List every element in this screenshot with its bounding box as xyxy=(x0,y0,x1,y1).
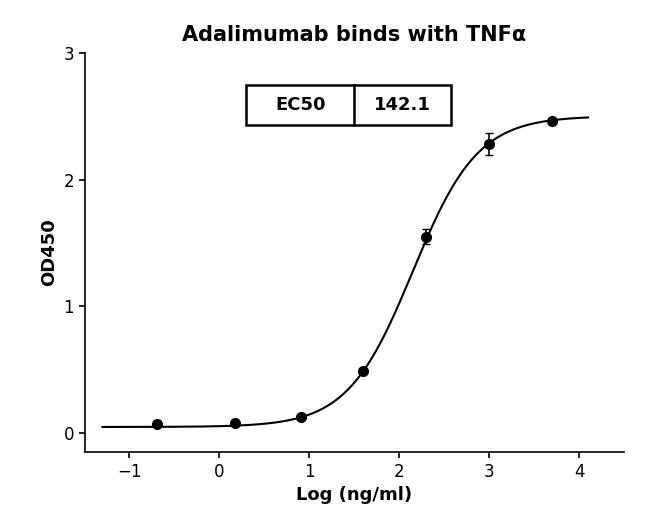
Title: Adalimumab binds with TNFα: Adalimumab binds with TNFα xyxy=(182,25,526,45)
X-axis label: Log (ng/ml): Log (ng/ml) xyxy=(296,487,412,504)
Text: 142.1: 142.1 xyxy=(374,96,431,114)
FancyBboxPatch shape xyxy=(246,85,451,125)
Y-axis label: OD450: OD450 xyxy=(40,219,58,286)
Text: EC50: EC50 xyxy=(275,96,326,114)
